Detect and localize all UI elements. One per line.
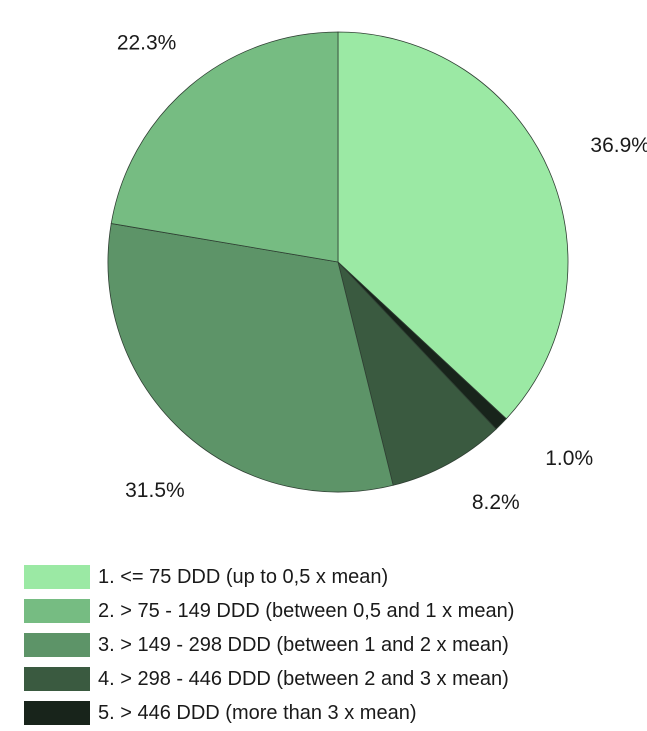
legend-label: 4. > 298 - 446 DDD (between 2 and 3 x me… bbox=[98, 667, 509, 690]
legend: 1. <= 75 DDD (up to 0,5 x mean) 2. > 75 … bbox=[24, 560, 514, 730]
slice-value-label: 8.2% bbox=[472, 491, 520, 514]
legend-item: 3. > 149 - 298 DDD (between 1 and 2 x me… bbox=[24, 628, 514, 662]
legend-item: 5. > 446 DDD (more than 3 x mean) bbox=[24, 696, 514, 730]
legend-swatch bbox=[24, 633, 90, 657]
pie-slice bbox=[337, 260, 497, 486]
legend-label: 1. <= 75 DDD (up to 0,5 x mean) bbox=[98, 565, 389, 588]
slice-value-label: 36.9% bbox=[590, 134, 647, 157]
legend-swatch bbox=[24, 565, 90, 589]
legend-label: 3. > 149 - 298 DDD (between 1 and 2 x me… bbox=[98, 633, 509, 656]
pie-slice bbox=[110, 31, 339, 263]
pie-slice bbox=[107, 223, 394, 493]
legend-label: 5. > 446 DDD (more than 3 x mean) bbox=[98, 701, 417, 724]
legend-item: 2. > 75 - 149 DDD (between 0,5 and 1 x m… bbox=[24, 594, 514, 628]
pie-slice bbox=[337, 31, 569, 420]
legend-label: 2. > 75 - 149 DDD (between 0,5 and 1 x m… bbox=[98, 599, 515, 622]
slice-value-label: 31.5% bbox=[125, 479, 185, 502]
legend-swatch bbox=[24, 701, 90, 725]
legend-swatch bbox=[24, 667, 90, 691]
legend-item: 4. > 298 - 446 DDD (between 2 and 3 x me… bbox=[24, 662, 514, 696]
pie-value-labels: 36.9% 1.0% 8.2% 31.5% 22.3% bbox=[117, 31, 647, 513]
slice-value-label: 1.0% bbox=[545, 447, 593, 470]
slice-value-label: 22.3% bbox=[117, 31, 177, 54]
pie-slices bbox=[107, 31, 569, 493]
legend-item: 1. <= 75 DDD (up to 0,5 x mean) bbox=[24, 560, 514, 594]
legend-swatch bbox=[24, 599, 90, 623]
